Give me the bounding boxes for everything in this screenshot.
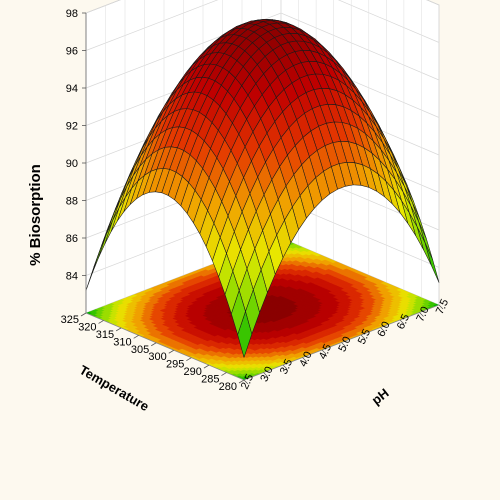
temperature-tick-mark [115,327,122,332]
temperature-tick-mark [133,334,139,339]
temperature-tick-mark [203,364,210,369]
temperature-tick-label: 310 [113,336,131,348]
temperature-tick-mark [151,342,157,347]
z-tick-label: 90 [66,158,78,170]
z-tick-label: 86 [66,233,78,245]
z-axis-ticks: 84 86 88 90 92 94 96 98 [66,8,86,283]
temperature-tick-label: 290 [184,366,202,378]
temperature-tick-label: 285 [201,374,219,386]
z-tick-label: 88 [66,196,78,208]
z-tick-label: 98 [66,8,78,20]
temperature-tick-label: 280 [219,381,237,393]
temperature-tick-mark [80,312,87,317]
temperature-tick-mark [98,320,104,324]
y-axis-title: pH [369,385,392,407]
z-tick-label: 92 [66,121,78,133]
z-axis-title: % Biosorption [27,164,44,266]
temperature-tick-label: 295 [166,359,184,371]
z-tick-label: 94 [66,83,78,95]
temperature-tick-mark [221,372,227,376]
temperature-tick-mark [186,357,192,362]
temperature-tick-label: 320 [78,321,96,333]
x-axis-title: Temperature [77,362,152,414]
z-tick-label: 84 [66,271,78,283]
temperature-tick-label: 305 [131,344,149,356]
temperature-tick-label: 325 [61,314,79,326]
temperature-tick-label: 300 [148,351,166,363]
temperature-tick-label: 315 [96,329,114,341]
z-tick-label: 96 [66,46,78,58]
temperature-tick-mark [168,349,174,354]
